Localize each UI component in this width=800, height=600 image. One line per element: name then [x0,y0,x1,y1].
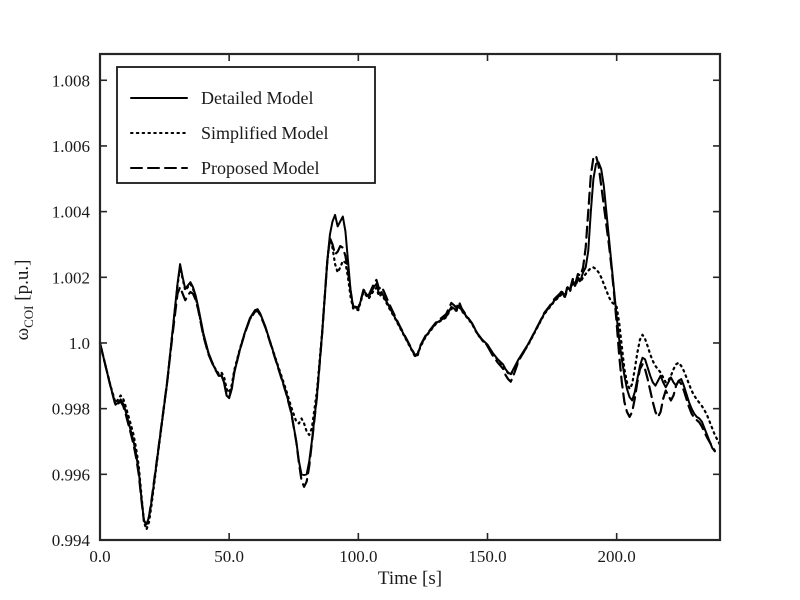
plot-area [98,154,722,531]
series-line-proposed-model [98,154,716,526]
x-tick-label: 100.0 [339,547,377,566]
y-axis-title-omega: ω [12,328,33,341]
legend[interactable]: Detailed Model Simplified Model Proposed M… [116,66,376,184]
y-tick-label: 1.008 [52,71,90,90]
x-tick-label: 50.0 [214,547,244,566]
y-tick-label: 1.002 [52,268,90,287]
legend-label-proposed: Proposed Model [201,158,320,178]
x-axis-tick-labels: 0.0 50.0 100.0 150.0 200.0 [89,547,635,566]
legend-box [116,66,376,184]
y-axis-tick-labels: 0.994 0.996 0.998 1.0 1.002 1.004 1.006 1.008 [52,71,91,550]
x-tick-label: 200.0 [598,547,636,566]
x-axis-title: Time [s] [378,568,442,589]
y-axis-title-subscript: COI [21,306,36,328]
y-axis-title-unit: [p.u.] [12,260,33,306]
y-tick-label: 1.004 [52,203,91,222]
svg-text:ωCOI [p.u.]: ωCOI [p.u.] [12,260,36,341]
y-tick-label: 0.998 [52,400,90,419]
y-tick-label: 1.006 [52,137,90,156]
x-tick-label: 0.0 [89,547,110,566]
axes-frame [98,52,722,542]
series-line-simplified-model [98,236,722,531]
legend-label-detailed: Detailed Model [201,88,313,108]
x-tick-label: 150.0 [468,547,506,566]
legend-entries: Detailed Model Simplified Model Proposed M… [130,88,329,178]
y-axis-title: ωCOI [p.u.] [12,260,36,341]
legend-label-simplified: Simplified Model [201,123,329,143]
y-tick-label: 0.994 [52,531,91,550]
y-tick-label: 1.0 [69,334,90,353]
y-tick-label: 0.996 [52,465,90,484]
